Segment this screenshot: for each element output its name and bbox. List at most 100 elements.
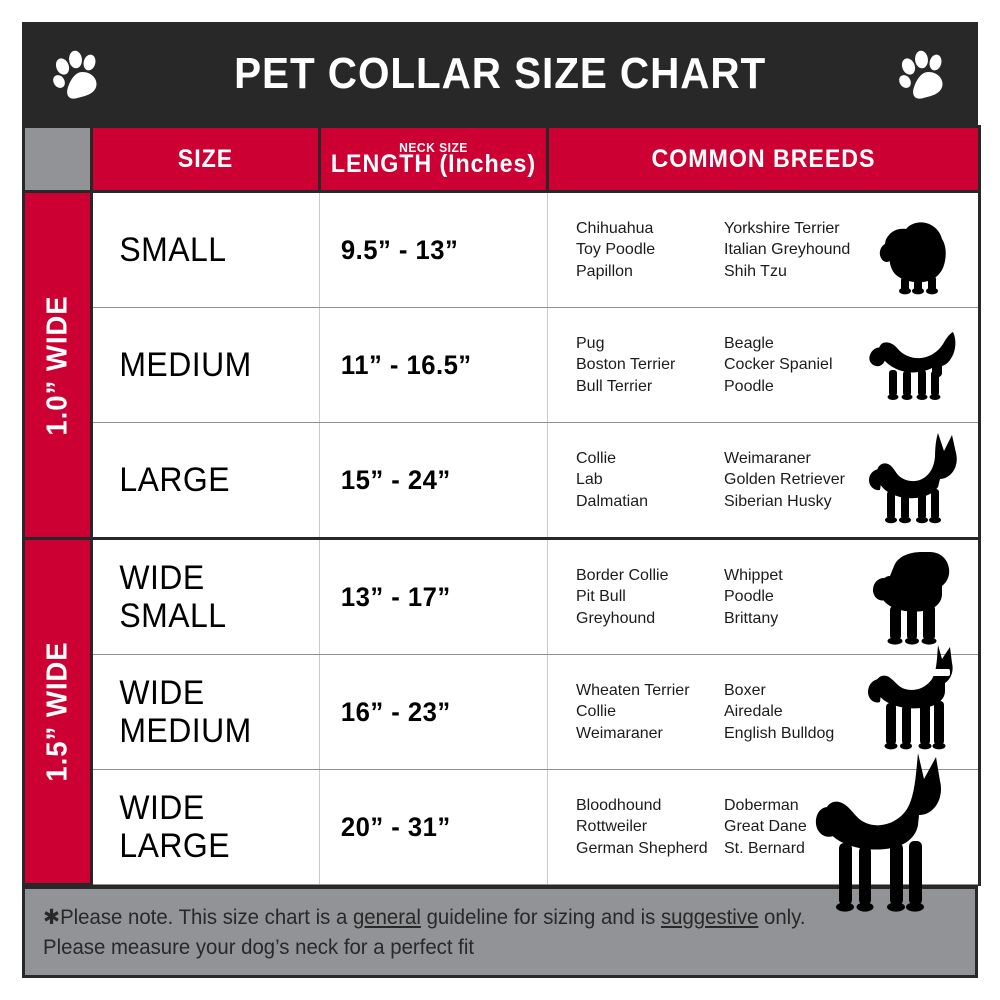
- breeds-column-1: Collie Lab Dalmatian: [576, 448, 724, 513]
- breed-item: Lab: [576, 471, 603, 489]
- breed-item: Doberman: [724, 796, 799, 814]
- footer-underline-suggestive: suggestive: [660, 906, 759, 929]
- cell-breeds: Border Collie Pit Bull Greyhound Whippet…: [547, 537, 981, 655]
- size-value: SMALL: [119, 230, 227, 269]
- breed-item: Toy Poodle: [576, 241, 656, 259]
- breed-item: Bull Terrier: [576, 377, 653, 395]
- cell-length: 16” - 23”: [319, 654, 548, 770]
- cell-breeds: Collie Lab Dalmatian Weimaraner Golden R…: [547, 422, 981, 539]
- size-value: MEDIUM: [119, 345, 252, 384]
- breed-item: German Shepherd: [576, 839, 708, 857]
- length-value: 9.5” - 13”: [340, 234, 459, 265]
- band-label-1-0-wide: 1.0” WIDE: [22, 190, 93, 540]
- small-fluffy-dog-silhouette-icon: [868, 213, 960, 299]
- size-value: WIDE LARGE: [119, 788, 231, 865]
- breed-item: Border Collie: [576, 566, 669, 584]
- band-label-text: 1.0” WIDE: [41, 294, 73, 436]
- breeds-column-1: Border Collie Pit Bull Greyhound: [576, 565, 724, 630]
- size-value: WIDE MEDIUM: [119, 673, 252, 750]
- cell-size: WIDE MEDIUM: [90, 654, 320, 770]
- breed-item: Pug: [576, 334, 605, 352]
- table-row: MEDIUM 11” - 16.5” Pug Boston Terrier Bu…: [24, 307, 981, 423]
- column-header-size-label: SIZE: [177, 144, 234, 173]
- beagle-silhouette-icon: [858, 326, 970, 410]
- breed-item: Weimaraner: [724, 449, 811, 467]
- cell-size: LARGE: [90, 422, 320, 539]
- size-value: WIDE SMALL: [119, 558, 227, 635]
- paw-print-icon: [896, 46, 950, 102]
- cell-length: 13” - 17”: [319, 537, 548, 655]
- table-row: WIDE MEDIUM 16” - 23” Wheaten Terrier Co…: [24, 645, 981, 770]
- chart-header: PET COLLAR SIZE CHART: [22, 22, 978, 125]
- footer-underline-general: general: [352, 906, 421, 929]
- breed-item: Poodle: [724, 588, 774, 606]
- length-value: 20” - 31”: [340, 811, 451, 842]
- paw-print-icon: [50, 46, 104, 102]
- cell-size: WIDE LARGE: [90, 769, 320, 885]
- size-value: LARGE: [119, 460, 231, 499]
- breeds-column-2: Doberman Great Dane St. Bernard: [724, 795, 874, 860]
- column-header-size: SIZE: [90, 125, 321, 193]
- footer-line-1: ✱Please note. This size chart is a gener…: [43, 903, 930, 933]
- cell-size: WIDE SMALL: [90, 537, 320, 655]
- breed-item: Shih Tzu: [724, 262, 787, 280]
- footer-text-b: guideline for sizing and is: [420, 906, 661, 929]
- breed-item: Siberian Husky: [724, 492, 832, 510]
- header-corner-cell: [22, 125, 93, 193]
- cell-length: 11” - 16.5”: [319, 307, 548, 423]
- breed-item: Airedale: [724, 703, 783, 721]
- cell-size: MEDIUM: [90, 307, 320, 423]
- breed-item: English Bulldog: [724, 724, 835, 742]
- breed-item: Boxer: [724, 681, 766, 699]
- column-header-length-label: LENGTH (Inches): [330, 150, 537, 178]
- breed-item: Great Dane: [724, 818, 807, 836]
- footer-text-c: only.: [758, 906, 806, 929]
- length-value: 15” - 24”: [340, 464, 451, 495]
- length-value: 11” - 16.5”: [340, 349, 472, 380]
- breed-item: Poodle: [724, 377, 774, 395]
- breeds-column-2: Weimaraner Golden Retriever Siberian Hus…: [724, 448, 874, 513]
- cell-breeds: Bloodhound Rottweiler German Shepherd Do…: [547, 769, 981, 885]
- column-header-breeds-label: COMMON BREEDS: [651, 144, 876, 173]
- footer-text-a: ✱Please note. This size chart is a: [43, 906, 353, 929]
- breed-item: Yorkshire Terrier: [724, 219, 840, 237]
- table-row: 1.5” WIDE WIDE SMALL 13” - 17”: [22, 537, 981, 886]
- breeds-column-2: Yorkshire Terrier Italian Greyhound Shih…: [724, 218, 874, 283]
- breeds-column-1: Pug Boston Terrier Bull Terrier: [576, 333, 724, 398]
- breed-item: Dalmatian: [576, 492, 649, 510]
- cell-length: 20” - 31”: [319, 769, 548, 885]
- breeds-column-2: Beagle Cocker Spaniel Poodle: [724, 333, 874, 398]
- chart-frame: PET COLLAR SIZE CHART: [22, 22, 981, 978]
- table-row: WIDE LARGE 20” - 31” Bloodhound Rottweil…: [24, 769, 981, 885]
- table-header-row: SIZE NECK SIZE LENGTH (Inches) COMMON BR…: [22, 125, 981, 193]
- page-title: PET COLLAR SIZE CHART: [233, 48, 767, 98]
- breeds-column-1: Bloodhound Rottweiler German Shepherd: [576, 795, 724, 860]
- band-label-text: 1.5” WIDE: [41, 641, 73, 782]
- breed-item: Beagle: [724, 334, 774, 352]
- breed-item: Cocker Spaniel: [724, 356, 833, 374]
- cell-size: SMALL: [90, 191, 320, 308]
- cell-length: 15” - 24”: [319, 422, 548, 539]
- breed-item: Chihuahua: [576, 219, 654, 237]
- breed-item: Pit Bull: [576, 588, 626, 606]
- size-table-container: SIZE NECK SIZE LENGTH (Inches) COMMON BR…: [22, 125, 981, 886]
- breed-item: Golden Retriever: [724, 471, 845, 489]
- table-row: LARGE 15” - 24” Collie Lab Dalmatian: [24, 422, 981, 539]
- breed-item: Italian Greyhound: [724, 241, 851, 259]
- size-table: SIZE NECK SIZE LENGTH (Inches) COMMON BR…: [22, 125, 981, 886]
- cell-breeds: Chihuahua Toy Poodle Papillon Yorkshire …: [547, 191, 981, 308]
- breed-item: St. Bernard: [724, 839, 805, 857]
- breed-item: Whippet: [724, 566, 783, 584]
- breed-item: Wheaten Terrier: [576, 681, 690, 699]
- cell-length: 9.5” - 13”: [319, 191, 548, 308]
- breed-item: Collie: [576, 703, 617, 721]
- footer-note: ✱Please note. This size chart is a gener…: [22, 886, 978, 978]
- breeds-column-1: Chihuahua Toy Poodle Papillon: [576, 218, 724, 283]
- breed-item: Brittany: [724, 609, 779, 627]
- breeds-column-2: Boxer Airedale English Bulldog: [724, 680, 874, 745]
- cell-breeds: Pug Boston Terrier Bull Terrier Beagle C…: [547, 307, 981, 423]
- length-value: 16” - 23”: [340, 696, 451, 727]
- cell-breeds: Wheaten Terrier Collie Weimaraner Boxer …: [547, 645, 981, 770]
- length-value: 13” - 17”: [340, 581, 451, 612]
- column-header-breeds: COMMON BREEDS: [546, 125, 981, 193]
